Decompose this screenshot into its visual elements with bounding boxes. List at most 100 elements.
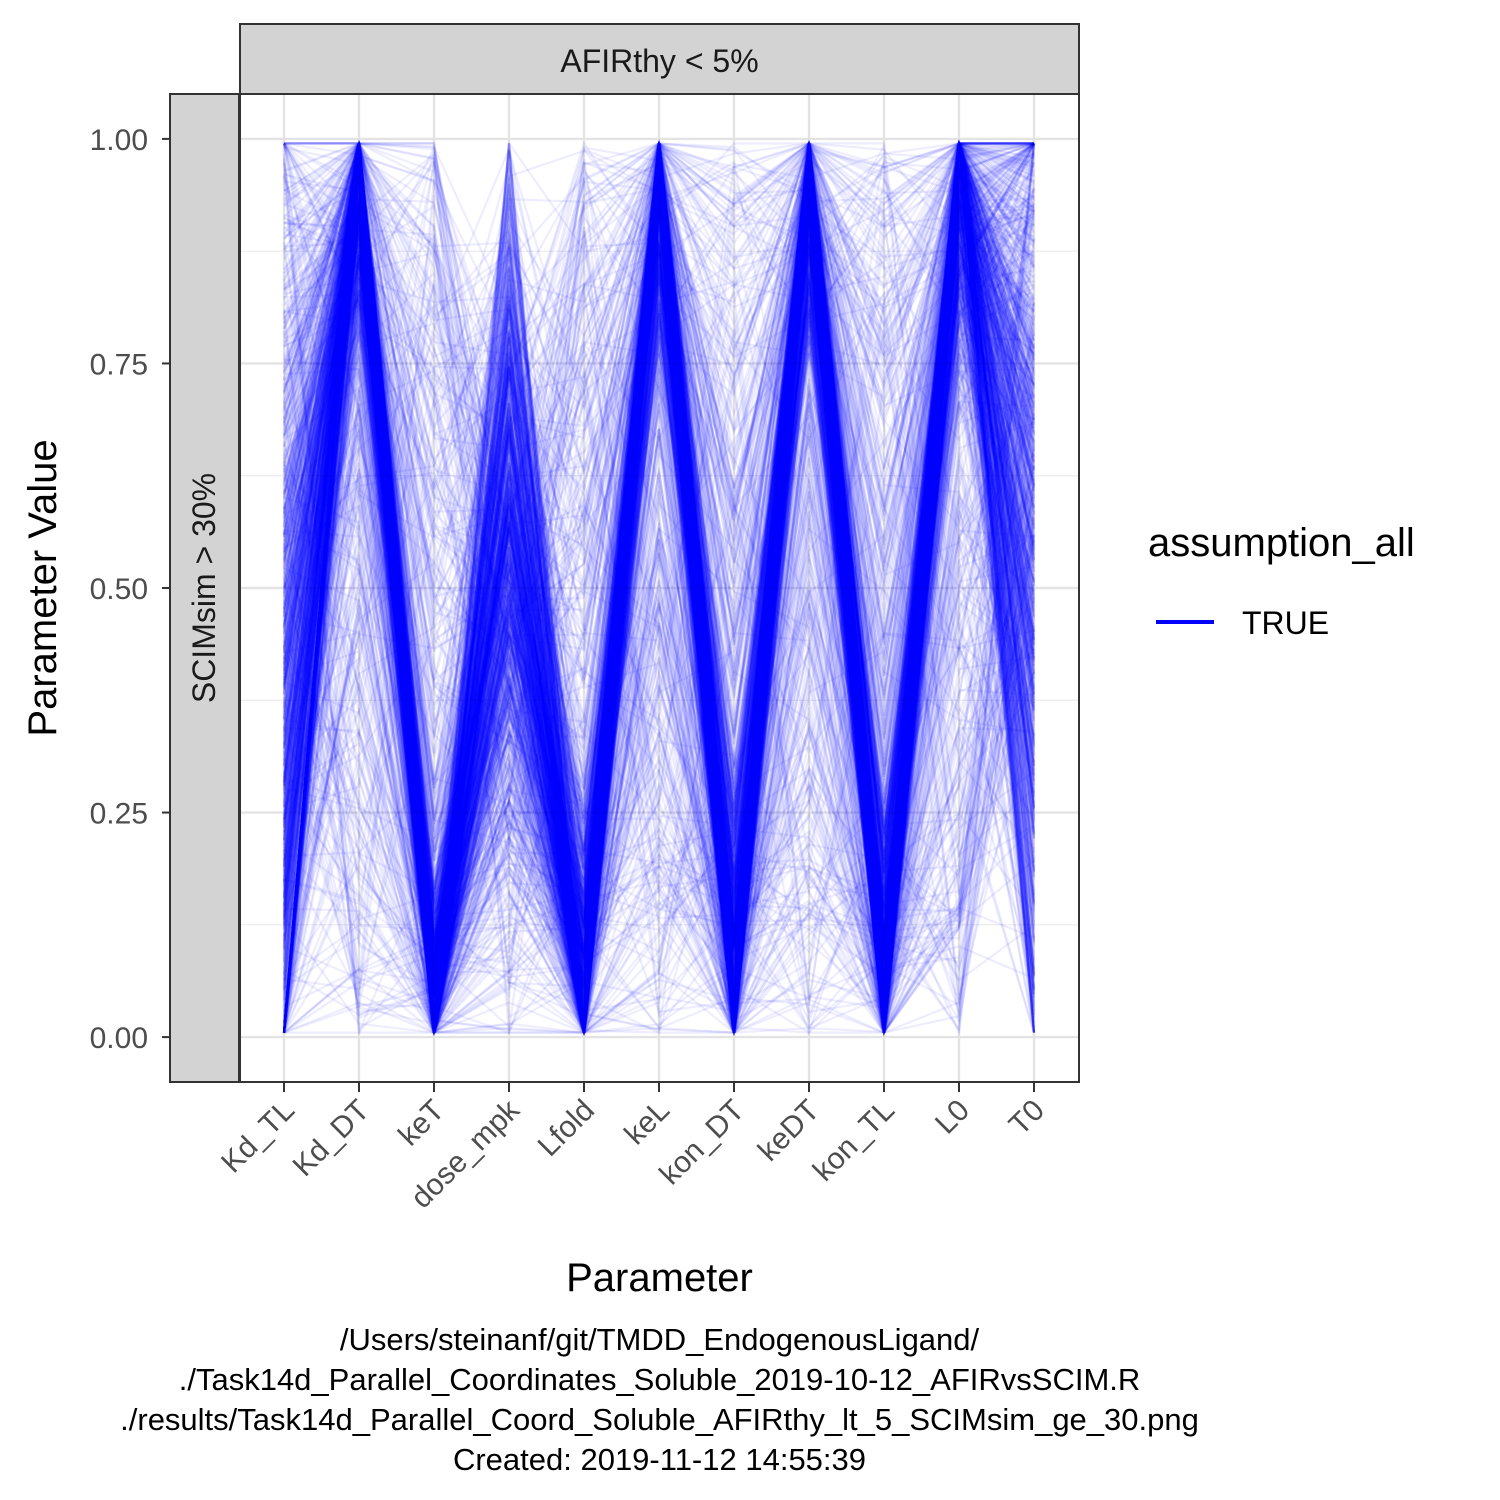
data-line: [283, 142, 1035, 1033]
data-line: [282, 140, 1035, 1034]
y-tick-label: 0.75: [90, 348, 148, 381]
data-line: [282, 143, 1036, 931]
data-line: [282, 143, 1036, 1033]
data-line: [282, 143, 1036, 1033]
data-line: [283, 142, 1035, 1033]
data-line: [282, 145, 1035, 1033]
data-line: [282, 179, 1035, 1033]
data-line: [282, 143, 1035, 1035]
data-line: [282, 143, 1036, 977]
grid-lines: [240, 94, 1079, 1082]
data-line: [282, 159, 1036, 965]
data-line: [282, 143, 1035, 1033]
data-line: [282, 143, 1036, 1033]
data-line: [282, 143, 1036, 1033]
data-line: [282, 143, 1036, 1027]
data-line: [282, 143, 1036, 1033]
data-line: [282, 392, 1035, 1034]
data-line: [282, 140, 1036, 1033]
data-line: [282, 143, 1036, 1034]
data-line: [282, 143, 1036, 1033]
data-line: [282, 143, 1036, 1033]
data-line: [282, 194, 1036, 999]
data-line: [282, 147, 1036, 1033]
data-line: [282, 143, 1036, 1036]
data-line: [282, 143, 1035, 1033]
data-line: [282, 142, 1035, 1033]
data-line: [282, 141, 1036, 1033]
data-line: [283, 143, 1036, 1034]
data-line: [283, 141, 1036, 1033]
data-line: [282, 143, 1036, 1033]
data-line: [282, 142, 1036, 1033]
data-line: [283, 142, 1036, 975]
data-line: [283, 254, 1036, 1036]
data-line: [282, 143, 1036, 1033]
data-line: [283, 143, 1036, 1033]
data-line: [282, 143, 1035, 1033]
data-line: [283, 141, 1035, 1033]
data-line: [282, 143, 1035, 1035]
data-line: [283, 160, 1036, 861]
data-line: [282, 143, 1036, 1033]
data-line: [282, 143, 1036, 1037]
data-line: [282, 143, 1036, 1033]
data-line: [282, 143, 1035, 1033]
data-line: [282, 143, 1035, 975]
data-line: [283, 158, 1036, 1033]
data-line: [282, 143, 1036, 990]
data-line: [282, 143, 1036, 1033]
data-line: [283, 140, 1036, 949]
data-line: [282, 143, 1035, 1033]
data-line: [283, 159, 1036, 1033]
data-line: [282, 143, 1036, 1033]
data-line: [282, 143, 1036, 1033]
data-line: [282, 142, 1035, 983]
data-line: [282, 143, 1036, 1033]
data-line: [282, 143, 1036, 1033]
data-line: [282, 142, 1034, 1033]
data-line: [283, 143, 1036, 1030]
data-line: [282, 143, 1036, 1033]
data-line: [282, 174, 1036, 1033]
data-line: [284, 142, 1036, 1033]
data-line: [282, 143, 1036, 1033]
data-line: [282, 143, 1036, 1033]
data-line: [283, 143, 1036, 981]
data-line: [282, 143, 1036, 1033]
data-line: [282, 139, 1036, 1033]
data-line: [283, 143, 1036, 1036]
data-line: [282, 142, 1035, 1033]
data-line: [282, 142, 1035, 1033]
data-line: [282, 141, 1035, 1033]
data-line: [282, 143, 1036, 918]
data-line: [282, 143, 1035, 1033]
data-line: [282, 157, 1036, 1033]
data-line: [282, 181, 1036, 1033]
data-line: [282, 143, 1036, 1035]
data-line: [282, 143, 1036, 1033]
data-line: [282, 143, 1036, 1033]
data-line: [283, 143, 1036, 1035]
data-line: [283, 166, 1036, 1033]
data-line: [282, 143, 1036, 1033]
data-line: [282, 143, 1035, 1008]
data-line: [283, 140, 1036, 1032]
data-line: [282, 143, 1036, 1033]
data-line: [283, 154, 1035, 962]
data-line: [282, 163, 1035, 1033]
data-line: [282, 139, 1036, 1033]
data-line: [282, 143, 1035, 1036]
data-line: [282, 143, 1036, 1033]
data-line: [282, 143, 1036, 1033]
data-line: [282, 143, 1036, 1033]
data-line: [282, 143, 1036, 1033]
data-line: [283, 143, 1036, 1033]
data-line: [282, 143, 1036, 945]
data-line: [282, 143, 1036, 1033]
data-line: [282, 143, 1036, 1033]
data-line: [283, 139, 1035, 1034]
data-line: [282, 183, 1036, 1033]
data-line: [282, 143, 1035, 1033]
data-line: [282, 162, 1036, 1033]
